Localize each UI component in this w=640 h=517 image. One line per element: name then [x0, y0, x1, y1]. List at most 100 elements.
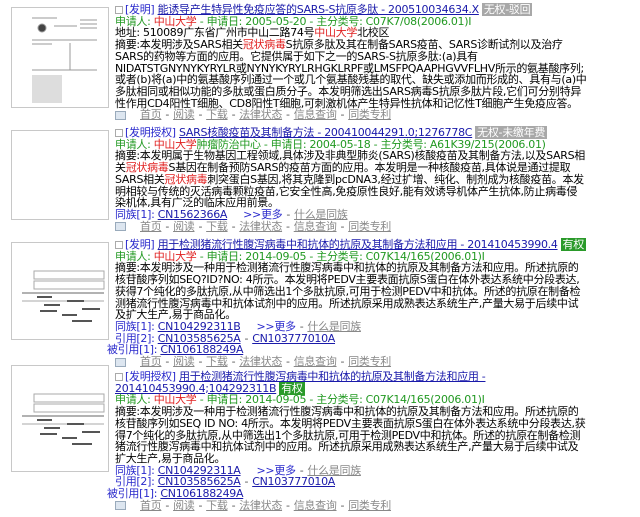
patent-number-link[interactable]: CN103777010A [252, 331, 336, 345]
text-segment: 冠状病毒 [164, 172, 208, 186]
result-title-line: [发明授权] 用于检测猪流行性腹泻病毒中和抗体的抗原及其制备方法和应用 - 20… [115, 370, 587, 395]
document-icon [115, 357, 126, 367]
action-link-1[interactable]: 阅读 [173, 355, 195, 369]
what-is-family-link[interactable]: 什么是同族 [307, 463, 361, 477]
patent-number-link[interactable]: CN103777010A [252, 475, 336, 489]
patent-number-link[interactable]: CN106188249A [160, 487, 244, 501]
action-link-2[interactable]: 下载 [206, 498, 228, 512]
action-link-0[interactable]: 首页 [140, 355, 162, 369]
applicant-line: 申请人: 中山大学肿瘤防治中心 - 申请日: 2004-05-18 - 主分类号… [115, 138, 587, 151]
separator: - [231, 219, 236, 233]
separator: - [286, 498, 290, 512]
reference-label: 同族[1]: [115, 207, 158, 221]
text-segment: 地址: 510089广东省广州市中山二路74号 [115, 26, 315, 40]
text-segment: 摘要:本发明属于生物基因工程领域,具体涉及非典型肺炎(SARS)核酸疫苗及其制备… [115, 149, 585, 175]
more-link[interactable]: >>更多 [256, 463, 297, 477]
patent-thumbnail[interactable] [11, 7, 109, 108]
result-title-line: [发明] 能诱导产生特异性免疫应答的SARS-S抗原多肽 - 200510034… [115, 3, 587, 16]
text-segment: S抗原多肽及其在制备SARS疫苗、SARS诊断试剂以及治疗SARS的药物等方面的… [115, 38, 587, 110]
separator: - [198, 355, 203, 369]
patent-title-link[interactable]: SARS核酸疫苗及其制备方法 - 200410044291.0;1276778C [179, 126, 473, 139]
patent-thumbnail[interactable] [11, 130, 109, 220]
action-link-1[interactable]: 阅读 [173, 108, 195, 122]
document-icon [115, 222, 126, 232]
patent-thumbnail[interactable] [11, 365, 109, 472]
patent-number-link[interactable]: CN104292311A [157, 463, 241, 477]
text-segment: 冠状病毒 [125, 161, 169, 175]
select-checkbox[interactable] [115, 241, 123, 249]
action-link-1[interactable]: 阅读 [173, 498, 195, 512]
what-is-family-link[interactable]: 什么是同族 [307, 319, 361, 333]
patent-thumbnail[interactable] [11, 242, 109, 340]
action-link-2[interactable]: 下载 [206, 108, 228, 122]
legal-status-badge: 无权-驳回 [481, 3, 533, 16]
text-segment: S基因在制备预防SARS的疫苗方面的应用。本发明是一种核酸疫苗,具体说是通过提取… [115, 161, 571, 186]
patent-title-link[interactable]: 用于检测猪流行性腹泻病毒中和抗体的抗原及其制备方法和应用 - 201410453… [157, 238, 558, 251]
separator: - [244, 331, 249, 345]
separator: - [340, 498, 345, 512]
patent-number-link[interactable]: CN1562366A [157, 207, 228, 221]
document-icon [115, 110, 126, 120]
patent-type: [发明] [125, 3, 155, 16]
action-link-2[interactable]: 下载 [206, 355, 228, 369]
text-segment: 中山大学 [153, 393, 197, 407]
reference-label: 被引用[1]: [107, 487, 161, 501]
action-link-1[interactable]: 阅读 [173, 219, 195, 233]
patent-title-link[interactable]: 用于检测猪流行性腹泻病毒中和抗体的抗原及其制备方法和应用 - 201410453… [115, 370, 486, 395]
text-segment: 摘要:本发明涉及一种用于检测猪流行性腹泻病毒中和抗体的抗原及其制备方法和应用。所… [115, 261, 581, 322]
action-link-5[interactable]: 同类专利 [348, 498, 392, 512]
action-link-0[interactable]: 首页 [140, 219, 162, 233]
reference-line: 引用[2]: CN103585625A - CN103777010A [115, 476, 587, 488]
action-link-3[interactable]: 法律状态 [239, 355, 283, 369]
abstract: 摘要:本发明涉及一种用于检测猪流行性腹泻病毒中和抗体的抗原及其制备方法和应用。所… [115, 406, 587, 465]
action-link-5[interactable]: 同类专利 [348, 219, 392, 233]
applicant-line: 申请人: 中山大学 - 申请日: 2005-05-20 - 主分类号: C07K… [115, 14, 587, 28]
action-link-3[interactable]: 法律状态 [239, 498, 283, 512]
action-link-0[interactable]: 首页 [140, 498, 162, 512]
separator: - [286, 355, 290, 369]
select-checkbox[interactable] [115, 373, 123, 381]
result-body: [发明授权] 用于检测猪流行性腹泻病毒中和抗体的抗原及其制备方法和应用 - 20… [107, 370, 587, 512]
legal-status-badge: 有权 [560, 238, 586, 251]
applicant-line: 申请人: 中山大学 - 申请日: 2014-09-05 - 主分类号: C07K… [115, 250, 587, 263]
action-link-3[interactable]: 法律状态 [239, 219, 283, 233]
action-link-5[interactable]: 同类专利 [348, 108, 392, 122]
patent-number-link[interactable]: CN103585625A [157, 331, 241, 345]
patent-number-link[interactable]: CN103585625A [157, 475, 241, 489]
action-link-3[interactable]: 法律状态 [239, 108, 283, 122]
patent-number-link[interactable]: CN106188249A [160, 343, 244, 357]
text-segment: 申请人: [115, 393, 154, 407]
select-checkbox[interactable] [115, 129, 123, 137]
action-links: 首页 - 阅读 - 下载 - 法律状态 - 信息查询 - 同类专利 [115, 219, 587, 233]
more-link[interactable]: >>更多 [243, 207, 283, 221]
more-link[interactable]: >>更多 [256, 319, 297, 333]
separator: - [198, 108, 203, 122]
result-body: [发明] 用于检测猪流行性腹泻病毒中和抗体的抗原及其制备方法和应用 - 2014… [107, 238, 587, 369]
text-segment: 摘要:本发明涉及SARS相关 [115, 38, 243, 52]
action-link-4[interactable]: 信息查询 [293, 219, 337, 233]
select-checkbox[interactable] [115, 6, 123, 14]
text-segment: 摘要:本发明涉及一种用于检测猪流行性腹泻病毒中和抗体的抗原及其制备方法和应用。所… [115, 405, 586, 465]
reference-line: 被引用[1]: CN106188249A [107, 344, 587, 356]
action-link-4[interactable]: 信息查询 [293, 108, 337, 122]
separator: - [198, 219, 203, 233]
patent-title-link[interactable]: 能诱导产生特异性免疫应答的SARS-S抗原多肽 - 200510034634.X [157, 3, 480, 16]
patent-type: [发明] [125, 238, 155, 251]
reference-label: 引用[2]: [115, 475, 158, 489]
abstract: 摘要:本发明涉及SARS相关冠状病毒S抗原多肽及其在制备SARS疫苗、SARS诊… [115, 39, 587, 109]
action-link-2[interactable]: 下载 [206, 219, 228, 233]
action-link-4[interactable]: 信息查询 [293, 498, 337, 512]
patent-number-link[interactable]: CN104292311B [157, 319, 241, 333]
reference-line: 同族[1]: CN1562366A >>更多 - 什么是同族 [115, 209, 587, 221]
action-link-0[interactable]: 首页 [140, 108, 162, 122]
applicant-line: 申请人: 中山大学 - 申请日: 2014-09-05 - 主分类号: C07K… [115, 394, 587, 406]
action-links: 首页 - 阅读 - 下载 - 法律状态 - 信息查询 - 同类专利 [115, 109, 587, 121]
result-body: [发明] 能诱导产生特异性免疫应答的SARS-S抗原多肽 - 200510034… [115, 3, 587, 121]
what-is-family-link[interactable]: 什么是同族 [294, 207, 348, 221]
text-segment: 申请人: [115, 14, 154, 28]
separator: - [165, 355, 170, 369]
action-link-5[interactable]: 同类专利 [348, 355, 392, 369]
action-link-4[interactable]: 信息查询 [293, 355, 337, 369]
result-title-line: [发明授权] SARS核酸疫苗及其制备方法 - 200410044291.0;1… [115, 126, 587, 139]
legal-status-badge: 无权-未缴年费 [475, 126, 548, 139]
